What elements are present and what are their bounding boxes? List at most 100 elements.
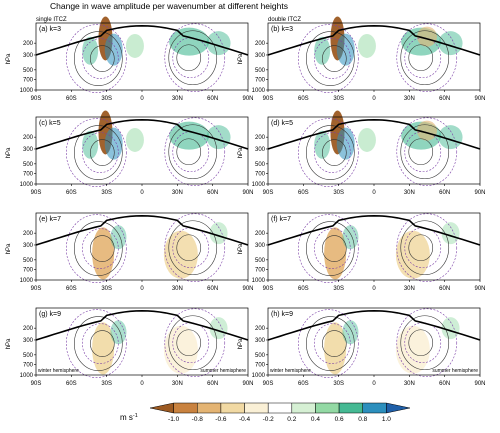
colorbar-swatch: [244, 402, 269, 414]
x-tick-label: 90S: [263, 96, 274, 102]
panel-d: (d) k=5 200 300 500 700 1000 hPa 90S 60S 30S 0 30N 6…: [238, 110, 486, 196]
figure-title: Change in wave amplitude per wavenumber …: [50, 1, 288, 11]
tropopause-line: [267, 214, 481, 246]
contour-line: [400, 30, 450, 86]
contour-line: [314, 323, 351, 364]
shading-blob: [125, 127, 144, 152]
contour-line: [396, 308, 458, 378]
tropopause-line: [35, 214, 249, 246]
colorbar-swatch: [315, 402, 340, 414]
contour-line: [314, 132, 351, 173]
shading-blob: [82, 130, 99, 159]
panel-label: (g) k=9: [39, 311, 61, 318]
contour-line: [90, 330, 115, 357]
panel-h: (h) k=9 200 300 500 700 1000 hPa 90S 60S 30S 0 30N 6…: [238, 307, 486, 387]
tropopause-line: [35, 309, 249, 341]
contour-line: [176, 44, 202, 72]
y-tick-label: 700: [23, 363, 34, 369]
y-tick-label: 1000: [252, 278, 266, 284]
panel-c: (c) k=5 200 300 500 700 1000 hPa 90S 60S 30S 0 30N 6…: [6, 110, 254, 196]
panel-label-bg: [269, 214, 300, 223]
x-tick-label: 30S: [333, 96, 344, 102]
panel-e: (e) k=7 200 300 500 700 1000 hPa 90S 60S 30S 0 30N 6…: [6, 212, 254, 292]
shading-blob: [324, 322, 347, 375]
y-tick-label: 1000: [20, 278, 34, 284]
y-tick-label: 1000: [252, 182, 266, 188]
colorbar-tick-label: -0.4: [239, 416, 251, 423]
y-tick-label: 200: [255, 41, 266, 47]
contour-line: [82, 323, 119, 364]
y-tick-label: 700: [23, 268, 34, 274]
contour-line: [90, 235, 115, 262]
x-tick-label: 60S: [298, 96, 309, 102]
panel-label-bg: [37, 309, 68, 318]
contour-line: [176, 234, 202, 262]
shading-blob: [336, 127, 355, 160]
x-tick-label: 90S: [263, 286, 274, 292]
contour-line: [314, 228, 351, 269]
x-tick-label: 30N: [404, 381, 415, 387]
x-tick-label: 90S: [31, 286, 42, 292]
panel-g: (g) k=9 200 300 500 700 1000 hPa 90S 60S 30S 0 30N 6…: [6, 307, 254, 387]
contour-line: [306, 221, 355, 276]
x-tick-label: 0: [140, 381, 144, 387]
x-tick-label: 60N: [439, 96, 450, 102]
contour-line: [168, 124, 218, 180]
x-tick-label: 0: [140, 190, 144, 196]
colorbar-unit-label: m s-1: [120, 413, 138, 422]
y-axis-label: hPa: [238, 147, 244, 158]
contour-line: [176, 329, 202, 357]
x-tick-label: 90N: [242, 381, 253, 387]
shading-blob: [209, 317, 228, 340]
x-tick-label: 60N: [439, 190, 450, 196]
contour-line: [168, 220, 218, 276]
x-tick-label: 30S: [101, 96, 112, 102]
contour-line: [400, 124, 450, 180]
y-tick-label: 1000: [252, 88, 266, 94]
y-tick-label: 700: [255, 78, 266, 84]
y-tick-label: 200: [23, 326, 34, 332]
y-tick-label: 300: [255, 338, 266, 344]
panel-a: (a) k=3 200 300 500 700 1000 hPa 90S 60S 30S 0 30N 6…: [6, 16, 254, 102]
x-tick-label: 30N: [172, 96, 183, 102]
x-tick-label: 0: [372, 190, 376, 196]
panel-label-bg: [37, 118, 68, 127]
y-axis-label: hPa: [238, 243, 244, 254]
contour-line: [176, 138, 202, 166]
shading-blob: [110, 320, 127, 345]
y-axis-label: hPa: [6, 147, 12, 158]
contour-line: [322, 45, 347, 72]
contour-line: [400, 220, 450, 276]
colorbar-swatch: [220, 402, 245, 414]
x-tick-label: 0: [372, 96, 376, 102]
y-tick-label: 700: [23, 172, 34, 178]
x-tick-label: 30N: [172, 190, 183, 196]
contour-line: [90, 45, 115, 72]
y-tick-label: 1000: [252, 373, 266, 379]
contour-line: [400, 315, 450, 371]
x-tick-label: 60S: [298, 286, 309, 292]
x-tick-label: 60N: [207, 286, 218, 292]
tropopause-line: [35, 24, 249, 56]
shading-blob: [324, 227, 347, 280]
shading-blob: [206, 125, 231, 150]
contour-line: [408, 234, 434, 262]
colorbar-tick-label: 1.0: [382, 416, 391, 423]
shading-blob: [104, 127, 123, 160]
x-tick-label: 0: [140, 286, 144, 292]
contour-line: [298, 214, 359, 283]
colorbar-swatch: [291, 402, 316, 414]
shading-blob: [169, 27, 210, 56]
panel-grid: (a) k=3 200 300 500 700 1000 hPa 90S 60S 30S 0 30N 6…: [6, 16, 486, 387]
contour-line: [164, 117, 226, 187]
x-tick-label: 90N: [242, 286, 253, 292]
contour-line: [306, 31, 355, 86]
y-tick-label: 300: [23, 338, 34, 344]
y-tick-label: 500: [23, 258, 34, 264]
contour-line: [298, 309, 359, 378]
y-tick-label: 300: [23, 53, 34, 59]
contour-line: [298, 24, 359, 93]
y-tick-label: 700: [255, 268, 266, 274]
y-tick-label: 200: [23, 231, 34, 237]
